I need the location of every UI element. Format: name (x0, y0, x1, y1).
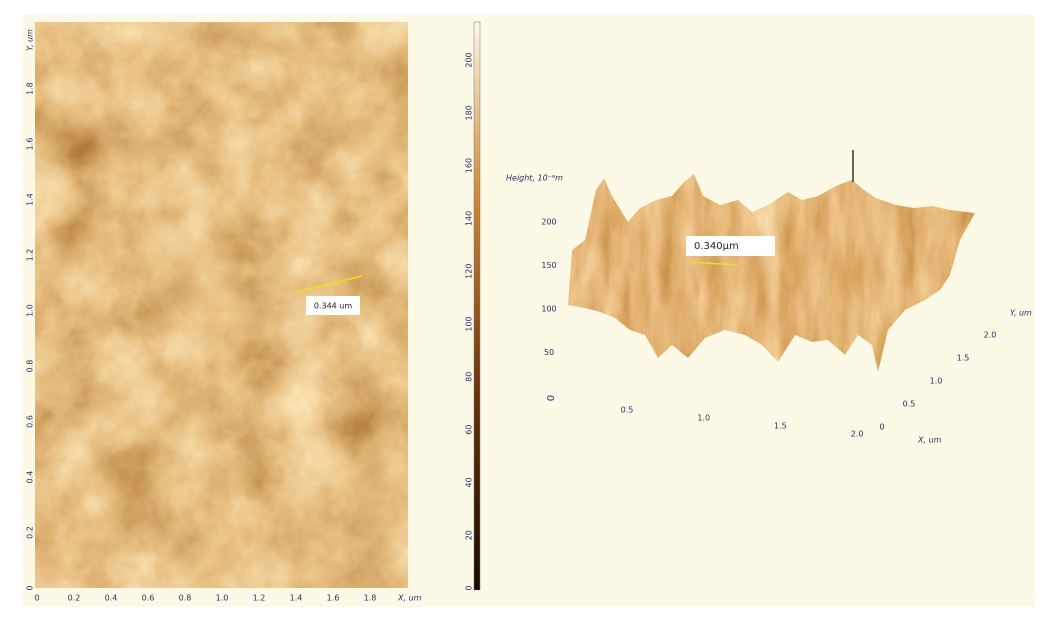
x-tick-label-3d: 1.0 (697, 414, 710, 423)
x-tick-label: 0.2 (68, 594, 81, 603)
y-tick-label-3d: 1.5 (957, 354, 970, 363)
measurement-line (296, 275, 363, 293)
z-axis-label: Height, 10⁻⁹m (506, 174, 563, 183)
measurement-line-3d (689, 261, 739, 266)
x-tick-label: 0 (34, 594, 39, 603)
z-tick-label: 150 (541, 261, 556, 270)
y-tick-label: 0.6 (26, 415, 35, 428)
z-tick-label: 100 (541, 305, 556, 314)
colorbar-tick-label: 160 (465, 158, 474, 173)
colorbar-tick-label: 20 (465, 530, 474, 540)
measurement-box-3d (686, 236, 775, 256)
y-tick-label-3d: 2.0 (984, 331, 997, 340)
y-axis-label: Y, um (26, 29, 35, 51)
x-tick-label: 0.8 (179, 594, 192, 603)
x-tick-label: 1.2 (253, 594, 266, 603)
y-tick-label: 1.4 (26, 193, 35, 206)
z-tick-label: 50 (544, 348, 554, 357)
x-tick-label: 0.6 (142, 594, 155, 603)
x-tick-label-3d: 0.5 (621, 406, 634, 415)
colorbar-tick-label: 60 (465, 425, 474, 435)
measurement-label-3d: 0.340µm (694, 241, 739, 252)
colorbar-tick-label: 40 (465, 477, 474, 487)
y-tick-label: 0 (26, 585, 35, 590)
z-tick-label: 200 (541, 218, 556, 227)
colorbar-tick-label: 0 (465, 585, 474, 590)
x-tick-label: 1.0 (216, 594, 229, 603)
y-tick-label: 1.2 (26, 249, 35, 262)
origin-label: 0 (546, 395, 557, 401)
y-tick-label: 0.4 (26, 471, 35, 484)
colorbar-tick-label: 120 (465, 264, 474, 279)
measurement-label: 0.344 um (314, 302, 353, 311)
x-tick-label: 0.4 (105, 594, 118, 603)
x-tick-label: 1.8 (364, 594, 377, 603)
x-tick-label: 1.4 (290, 594, 303, 603)
y-tick-label: 1.0 (26, 304, 35, 317)
colorbar (473, 21, 481, 591)
y-tick-label: 0.8 (26, 360, 35, 373)
y-tick-label-3d: 0 (879, 423, 884, 432)
colorbar-tick-label: 100 (465, 316, 474, 331)
y-tick-label: 1.6 (26, 138, 35, 151)
y-tick-label-3d: 1.0 (930, 377, 943, 386)
y-tick-label-3d: 0.5 (903, 400, 916, 409)
x-tick-label: 1.6 (327, 594, 340, 603)
colorbar-tick-label: 140 (465, 211, 474, 226)
colorbar-tick-label: 180 (465, 105, 474, 120)
measurement-box (306, 296, 360, 315)
y-tick-label: 1.8 (26, 82, 35, 95)
x-tick-label-3d: 2.0 (851, 430, 864, 439)
x-tick-label-3d: 1.5 (774, 422, 787, 431)
y-axis-label-3d: Y, um (1010, 309, 1032, 318)
x-axis-label: X, um (397, 594, 422, 603)
colorbar-tick-label: 80 (465, 372, 474, 382)
colorbar-tick-label: 200 (465, 52, 474, 67)
y-tick-label: 0.2 (26, 526, 35, 539)
x-axis-label-3d: X, um (917, 436, 942, 445)
